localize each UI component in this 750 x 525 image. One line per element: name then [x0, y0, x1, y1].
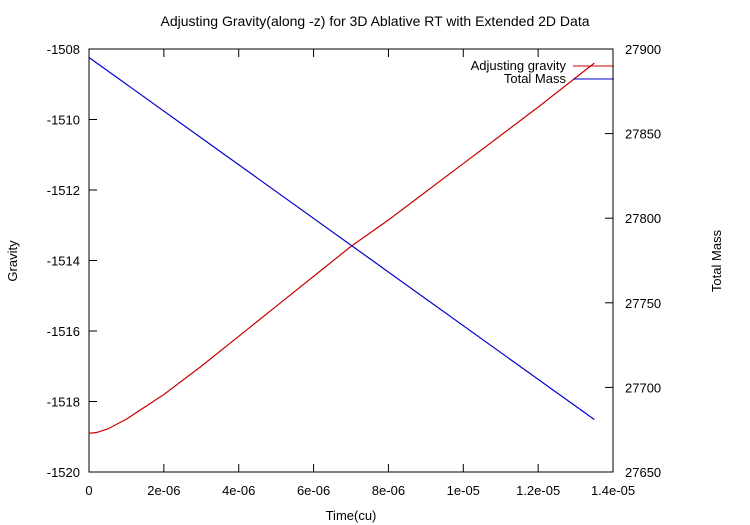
y2-tick-label: 27650 — [625, 465, 661, 480]
x-tick-label: 1.4e-05 — [591, 483, 635, 498]
y-tick-label: -1518 — [47, 395, 80, 410]
y2-tick-label: 27750 — [625, 296, 661, 311]
x-tick-label: 6e-06 — [297, 483, 330, 498]
y2-tick-label: 27850 — [625, 127, 661, 142]
right-y-axis-ticks: 27900 27850 27800 27750 27700 27650 — [605, 42, 661, 480]
x-tick-label: 8e-06 — [372, 483, 405, 498]
x-tick-label: 1e-05 — [447, 483, 480, 498]
y2-tick-label: 27900 — [625, 42, 661, 57]
y2-tick-label: 27800 — [625, 211, 661, 226]
y-tick-label: -1516 — [47, 324, 80, 339]
series-layer — [88, 56, 595, 434]
y-tick-label: -1512 — [47, 183, 80, 198]
y-tick-label: -1508 — [47, 42, 80, 57]
y-tick-label: -1514 — [47, 254, 80, 269]
y2-tick-label: 27700 — [625, 380, 661, 395]
left-y-axis-ticks: -1508 -1510 -1512 -1514 -1516 -1518 -1520 — [47, 42, 97, 480]
plot-frame — [88, 48, 614, 473]
series-line-total-mass — [88, 56, 595, 421]
x-tick-label: 4e-06 — [222, 483, 255, 498]
y2-axis-label: Total Mass — [709, 229, 724, 292]
x-tick-label: 0 — [85, 483, 92, 498]
x-tick-label: 1.2e-05 — [516, 483, 560, 498]
y-tick-label: -1520 — [47, 465, 80, 480]
chart-title: Adjusting Gravity(along -z) for 3D Ablat… — [160, 13, 589, 29]
x-axis-ticks: 0 2e-06 4e-06 6e-06 8e-06 1e-05 1.2e-05 1.4e-05 — [85, 49, 635, 498]
y-tick-label: -1510 — [47, 113, 80, 128]
x-axis-label: Time(cu) — [326, 508, 377, 523]
y-axis-label: Gravity — [5, 240, 20, 282]
legend-label: Adjusting gravity — [471, 58, 567, 73]
legend-label: Total Mass — [504, 71, 567, 86]
series-line-adjusting-gravity — [88, 62, 595, 434]
x-tick-label: 2e-06 — [147, 483, 180, 498]
